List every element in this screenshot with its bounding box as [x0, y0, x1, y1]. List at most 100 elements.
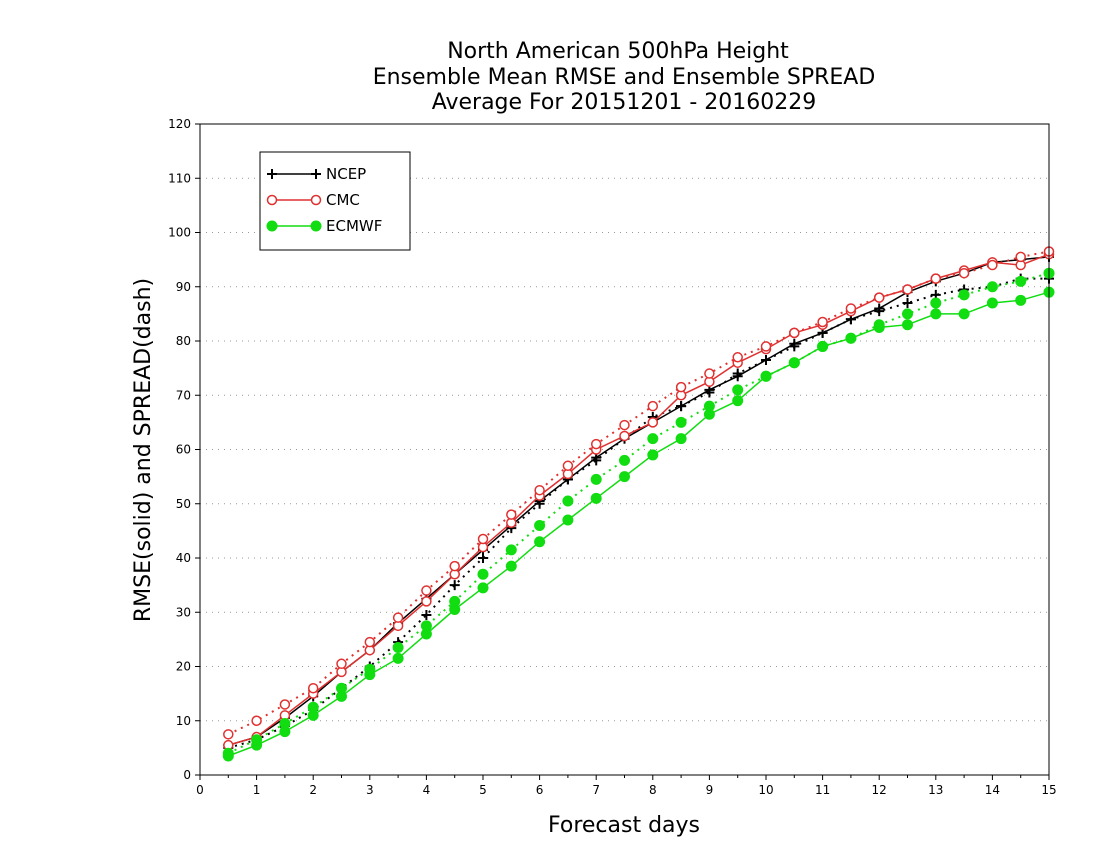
data-point: [590, 473, 602, 485]
data-point: [477, 533, 489, 545]
title-line-2: Ensemble Mean RMSE and Ensemble SPREAD: [373, 65, 876, 90]
data-point: [647, 417, 659, 428]
x-tick-label-6: 6: [536, 783, 544, 797]
data-point: [760, 370, 772, 382]
data-point: [251, 734, 263, 746]
legend-entry-ncep: NCEP: [267, 165, 366, 183]
y-tick-label-9: 90: [176, 280, 191, 294]
data-point: [336, 682, 347, 694]
x-tick-label-13: 13: [928, 783, 943, 797]
y-tick-label-2: 20: [176, 660, 191, 674]
data-point: [704, 387, 715, 398]
data-point: [902, 298, 913, 309]
data-point: [505, 560, 517, 572]
legend-marker: [311, 169, 321, 179]
y-tick-label-5: 50: [176, 497, 191, 511]
data-point: [534, 536, 546, 548]
series-layer: [222, 246, 1055, 762]
data-point: [874, 306, 885, 317]
data-point: [307, 682, 319, 694]
data-point: [421, 596, 432, 607]
legend: NCEP CMC ECMWF: [259, 151, 411, 251]
data-point: [873, 319, 885, 331]
data-point: [986, 297, 998, 309]
data-point: [817, 316, 828, 328]
y-tick-label-1: 10: [176, 714, 191, 728]
data-point: [449, 580, 460, 591]
x-tick-label-10: 10: [758, 783, 773, 797]
x-axis-label: Forecast days: [548, 813, 700, 838]
data-point: [930, 273, 942, 284]
data-point: [817, 340, 829, 352]
gridlines: [200, 177, 1049, 722]
data-point: [647, 449, 659, 461]
data-point: [279, 699, 291, 710]
data-point: [675, 381, 687, 393]
data-point: [986, 281, 998, 293]
data-point: [477, 582, 489, 594]
data-point: [902, 308, 913, 320]
data-point: [478, 553, 488, 563]
y-tick-label-4: 40: [176, 551, 191, 565]
data-point: [958, 267, 970, 279]
data-point: [647, 400, 659, 412]
data-point: [930, 308, 942, 320]
data-point: [364, 663, 376, 675]
x-tick-label-11: 11: [815, 783, 830, 797]
series-line: [227, 250, 1050, 736]
data-point: [420, 620, 432, 632]
data-point: [619, 471, 630, 483]
data-point: [619, 430, 630, 442]
series-ecmwf-spread: [222, 267, 1055, 759]
data-point: [902, 319, 913, 331]
y-tick-label-3: 30: [176, 605, 191, 619]
data-point: [647, 433, 659, 445]
series-cmc-rmse: [223, 248, 1055, 751]
data-point: [251, 715, 262, 726]
legend-entry-ecmwf: ECMWF: [266, 217, 382, 235]
series-line: [228, 256, 1050, 746]
data-point: [675, 433, 687, 445]
x-tick-label-2: 2: [309, 783, 317, 797]
data-point: [506, 509, 517, 520]
data-point: [449, 560, 460, 572]
y-tick-label-6: 60: [176, 443, 191, 457]
x-tick-label-4: 4: [423, 783, 431, 797]
x-tick-label-5: 5: [479, 783, 487, 797]
data-point: [477, 568, 489, 580]
x-tick-label-9: 9: [706, 783, 714, 797]
data-point: [902, 284, 913, 295]
data-point: [619, 454, 630, 466]
data-point: [873, 292, 885, 303]
series-ecmwf-rmse: [222, 286, 1055, 762]
data-point: [591, 455, 602, 466]
data-point: [590, 492, 602, 504]
data-point: [760, 341, 772, 352]
data-point: [421, 585, 432, 596]
legend-marker: [266, 220, 278, 232]
data-point: [336, 658, 347, 670]
data-point: [1015, 251, 1026, 263]
series-ncep-rmse: [223, 251, 1054, 751]
data-point: [789, 341, 800, 352]
data-point: [732, 384, 744, 396]
series-ncep-spread: [223, 273, 1054, 753]
data-point: [703, 400, 715, 412]
legend-marker: [267, 169, 277, 179]
x-tick-label-15: 15: [1041, 783, 1056, 797]
title-line-3: Average For 20151201 - 20160229: [432, 90, 817, 115]
legend-label: ECMWF: [326, 217, 382, 235]
data-point: [392, 642, 404, 654]
data-point: [534, 519, 546, 531]
legend-marker: [310, 194, 322, 206]
data-point: [732, 395, 744, 407]
data-point: [392, 652, 404, 664]
x-tick-label-8: 8: [649, 783, 657, 797]
data-point: [987, 259, 998, 271]
data-point: [704, 368, 715, 379]
data-point: [562, 460, 574, 472]
data-point: [279, 717, 291, 729]
data-point: [534, 484, 545, 496]
